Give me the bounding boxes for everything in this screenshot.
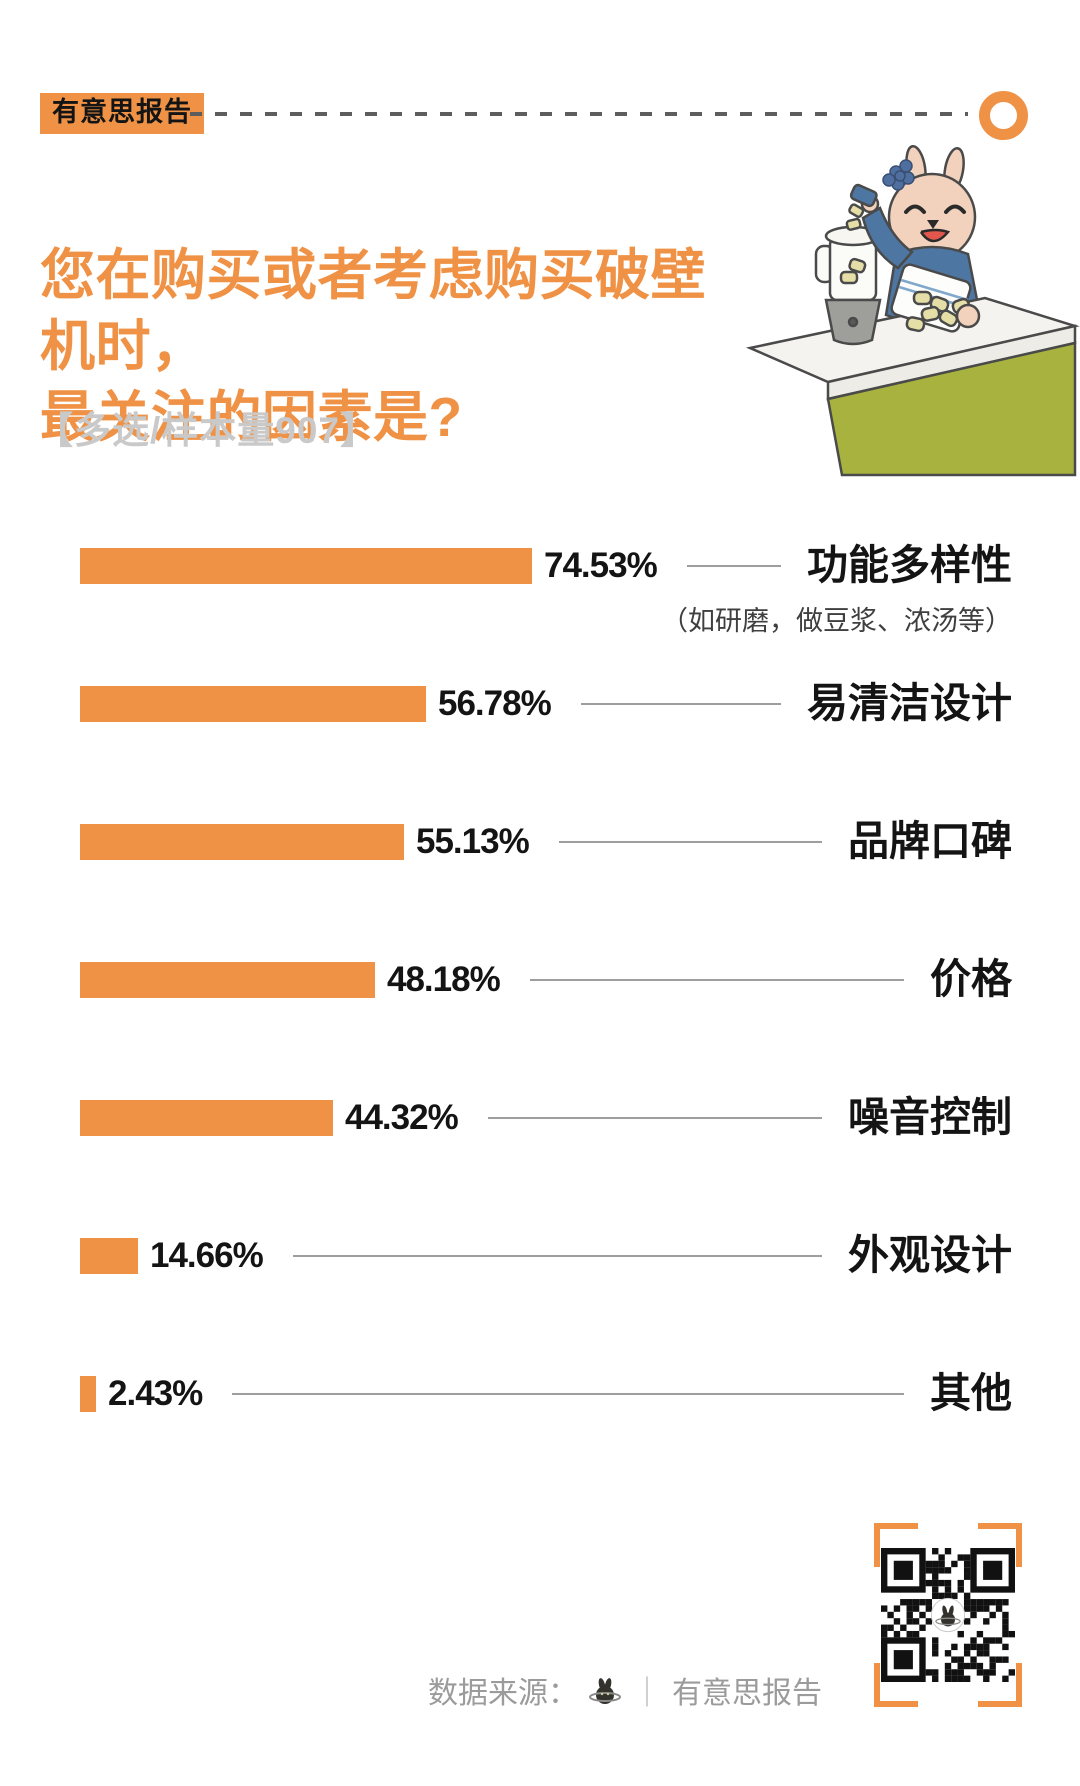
- qr-corner-bracket: [978, 1523, 1022, 1567]
- title-line-2: 最关注的因素是?: [40, 386, 463, 448]
- bar-row: 14.66% 外观设计: [80, 1187, 1012, 1325]
- bar-label: 噪音控制: [848, 1095, 1012, 1140]
- bar-row: 2.43% 其他: [80, 1325, 1012, 1463]
- bar-label: 价格: [930, 957, 1012, 1002]
- bar-label-note: （如研磨，做豆浆、浓汤等）: [661, 605, 1012, 636]
- bar: [80, 1100, 333, 1136]
- brand-badge: 有意思报告: [40, 93, 204, 134]
- bar-chart: 74.53% 功能多样性 （如研磨，做豆浆、浓汤等） 56.78% 易清洁设计 55.13…: [80, 497, 1012, 1463]
- qr-frame: [874, 1523, 1022, 1707]
- qr-corner-bracket: [978, 1663, 1022, 1707]
- title-line-1: 您在购买或者考虑购买破壁机时，: [40, 244, 707, 377]
- bar-label-text: 功能多样性: [807, 542, 1012, 589]
- connector-line: [686, 565, 781, 567]
- bar-label: 外观设计: [848, 1233, 1012, 1278]
- source-prefix: 数据来源：: [428, 1677, 578, 1710]
- bar-row: 44.32% 噪音控制: [80, 1049, 1012, 1187]
- connector-line: [232, 1393, 904, 1395]
- bar-label: 其他: [930, 1371, 1012, 1416]
- qr-corner-bracket: [874, 1523, 918, 1567]
- page-title: 您在购买或者考虑购买破壁机时， 最关注的因素是?: [40, 240, 740, 453]
- bar-label-text: 品牌口碑: [848, 818, 1012, 865]
- data-source-line: 数据来源： ｜ 有意思报告: [428, 1668, 822, 1712]
- connector-line: [580, 703, 781, 705]
- bar-value: 74.53%: [544, 546, 658, 585]
- bar-label: 功能多样性 （如研磨，做豆浆、浓汤等）: [661, 542, 1012, 636]
- rabbit-planet-icon: [589, 1678, 621, 1704]
- qr-code[interactable]: [881, 1548, 1015, 1682]
- rabbit-blender-table-illustration: [745, 144, 1080, 477]
- source-name: 有意思报告: [672, 1677, 822, 1710]
- bar-row: 74.53% 功能多样性 （如研磨，做豆浆、浓汤等）: [80, 497, 1012, 636]
- bar-row: 48.18% 价格: [80, 911, 1012, 1049]
- bar: [80, 824, 404, 860]
- connector-line: [558, 841, 822, 843]
- bar-label-text: 价格: [930, 956, 1012, 1003]
- bar-label-text: 外观设计: [848, 1232, 1012, 1279]
- bar-label: 品牌口碑: [848, 819, 1012, 864]
- bar-value: 14.66%: [150, 1236, 264, 1275]
- bar: [80, 686, 426, 722]
- bar-row: 56.78% 易清洁设计: [80, 635, 1012, 773]
- bar-value: 48.18%: [387, 960, 501, 999]
- bar-value: 2.43%: [108, 1374, 203, 1413]
- connector-line: [487, 1117, 822, 1119]
- bar: [80, 548, 532, 584]
- sample-note: 【多选/样本量907】: [36, 410, 379, 451]
- bar-value: 56.78%: [438, 684, 552, 723]
- source-divider: ｜: [632, 1677, 662, 1710]
- orange-ring-icon: [979, 91, 1028, 140]
- connector-line: [292, 1255, 822, 1257]
- bar-row: 55.13% 品牌口碑: [80, 773, 1012, 911]
- connector-line: [529, 979, 904, 981]
- bar: [80, 962, 375, 998]
- bar: [80, 1238, 138, 1274]
- bar-label: 易清洁设计: [807, 681, 1012, 726]
- bar: [80, 1376, 96, 1412]
- qr-corner-bracket: [874, 1663, 918, 1707]
- bar-label-text: 其他: [930, 1370, 1012, 1417]
- bar-value: 44.32%: [345, 1098, 459, 1137]
- bar-label-text: 易清洁设计: [807, 680, 1012, 727]
- header-dashed-line: [190, 112, 968, 116]
- bar-value: 55.13%: [416, 822, 530, 861]
- bar-label-text: 噪音控制: [848, 1094, 1012, 1141]
